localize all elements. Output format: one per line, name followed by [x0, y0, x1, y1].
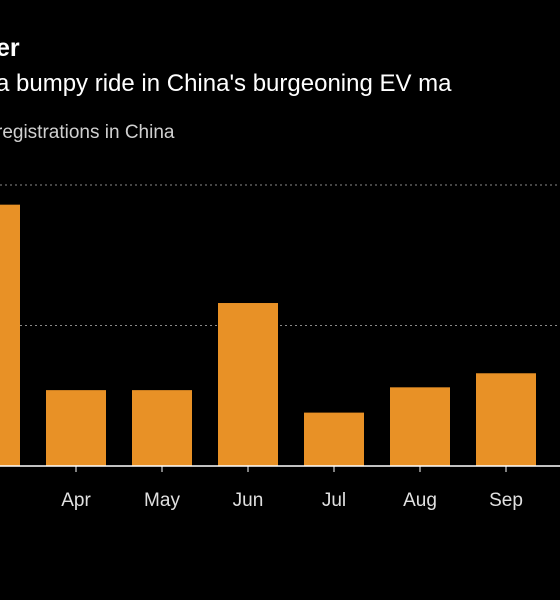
- x-tick-label: Aug: [403, 490, 437, 511]
- chart-title: er: [0, 34, 20, 62]
- bar-jul: [304, 412, 364, 466]
- bar-mar: [0, 204, 20, 467]
- x-tick-label: May: [144, 490, 180, 511]
- x-tick-label: Jun: [233, 490, 264, 511]
- bar-apr: [46, 390, 106, 466]
- x-tick-label: Apr: [61, 490, 91, 511]
- bar-aug: [390, 387, 450, 466]
- chart-unit-label: registrations in China: [0, 122, 175, 143]
- bar-sep: [476, 373, 536, 466]
- bar-may: [132, 390, 192, 466]
- chart-subtitle: a bumpy ride in China's burgeoning EV ma: [0, 70, 452, 97]
- bar-jun: [218, 303, 278, 466]
- x-tick-label: Jul: [322, 490, 346, 511]
- x-tick-label: Sep: [489, 490, 523, 511]
